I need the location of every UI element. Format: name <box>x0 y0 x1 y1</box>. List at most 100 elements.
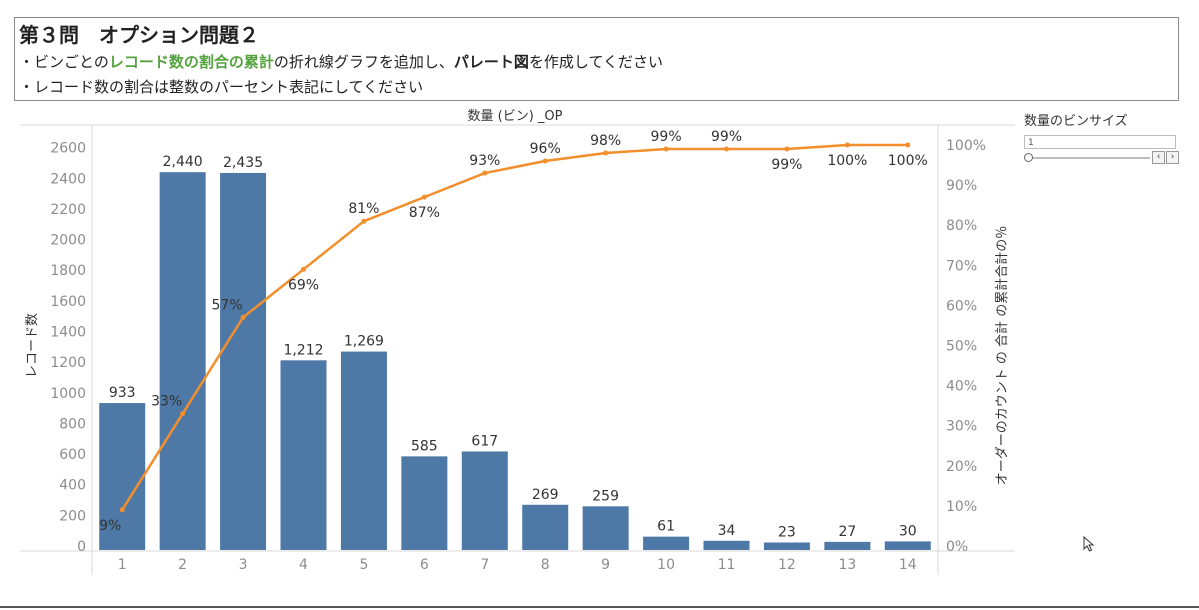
x-tick-label: 9 <box>601 557 610 573</box>
instruction-1-highlight: レコード数の割合の累計 <box>108 53 274 71</box>
x-tick-label: 8 <box>541 557 550 573</box>
line-point <box>724 146 729 152</box>
line-point-label: 33% <box>151 394 182 410</box>
y-tick-label: 1000 <box>50 386 86 402</box>
mouse-cursor-icon <box>1083 536 1095 552</box>
slider-next-button[interactable]: › <box>1166 151 1179 164</box>
line-point-label: 100% <box>827 153 867 169</box>
line-point <box>542 158 548 164</box>
bar <box>340 351 387 550</box>
line-point <box>663 146 669 152</box>
y2-axis-title: オーダーのカウント の 合計 の累計合計の％ <box>994 226 1010 485</box>
line-point-label: 9% <box>99 518 121 534</box>
line-point <box>180 411 186 417</box>
instruction-1-mid: の折れ線グラフを追加し、 <box>273 53 454 71</box>
y-tick-label: 1800 <box>50 263 86 279</box>
line-point <box>482 170 488 176</box>
bar-value-label: 269 <box>532 487 559 503</box>
question-title: 第３問 オプション問題２ <box>19 23 259 47</box>
bar-value-label: 585 <box>411 438 438 454</box>
y2-tick-label: 10% <box>946 499 977 515</box>
bar <box>99 403 146 550</box>
y-tick-label: 400 <box>59 478 86 494</box>
x-tick-label: 2 <box>178 557 187 573</box>
y2-tick-label: 40% <box>946 379 977 395</box>
bar <box>159 172 206 550</box>
instruction-line-2: ・レコード数の割合は整数のパーセント表記にしてください <box>19 78 424 96</box>
y-tick-label: 0 <box>77 539 86 555</box>
line-point-label: 99% <box>651 129 682 145</box>
x-tick-label: 3 <box>239 557 248 573</box>
bar <box>461 451 508 550</box>
y2-tick-label: 0% <box>946 539 968 555</box>
bottom-border <box>0 606 1199 608</box>
bar <box>884 541 931 550</box>
line-point-label: 87% <box>409 205 440 221</box>
slider-track[interactable] <box>1028 157 1150 159</box>
bar-value-label: 61 <box>657 519 675 535</box>
line-point-label: 100% <box>888 153 928 169</box>
line-point <box>301 266 306 272</box>
x-tick-label: 12 <box>778 557 796 573</box>
bar <box>763 542 810 550</box>
line-point-label: 99% <box>711 129 742 145</box>
line-point <box>119 507 125 513</box>
y2-tick-label: 50% <box>946 339 977 355</box>
slider-thumb[interactable] <box>1024 153 1033 162</box>
line-point-label: 57% <box>212 297 243 313</box>
x-tick-label: 1 <box>118 557 127 573</box>
bin-size-slider-row: ‹ › <box>1024 151 1184 165</box>
line-point-label: 69% <box>288 277 319 293</box>
y-tick-label: 1400 <box>50 325 86 341</box>
x-tick-label: 5 <box>359 557 368 573</box>
y2-tick-label: 80% <box>946 218 977 234</box>
x-tick-label: 6 <box>420 557 429 573</box>
x-tick-label: 10 <box>657 557 675 573</box>
line-point <box>603 150 609 156</box>
bar <box>824 541 871 550</box>
slider-prev-button[interactable]: ‹ <box>1152 151 1165 164</box>
bar <box>703 540 750 550</box>
bar <box>220 172 267 550</box>
y-tick-label: 2000 <box>50 233 86 249</box>
y2-tick-label: 100% <box>946 138 986 154</box>
bar <box>643 536 690 550</box>
bar-value-label: 30 <box>899 523 917 539</box>
line-point-label: 93% <box>469 153 500 169</box>
bar-value-label: 27 <box>838 524 856 540</box>
line-point-label: 98% <box>590 133 621 149</box>
y2-tick-label: 70% <box>946 258 977 274</box>
line-point <box>844 142 850 148</box>
line-point <box>240 314 246 320</box>
x-tick-label: 7 <box>480 557 489 573</box>
bar <box>401 456 448 550</box>
instruction-1-suffix: を作成してください <box>528 53 664 71</box>
instruction-line-1: ・ビンごとのレコード数の割合の累計の折れ線グラフを追加し、パレート図を作成してく… <box>19 50 1178 75</box>
bar <box>522 504 569 550</box>
y-tick-label: 2200 <box>50 202 86 218</box>
line-point <box>361 218 367 224</box>
line-point-label: 99% <box>771 157 802 173</box>
y-tick-label: 600 <box>59 447 86 463</box>
bin-size-label: 数量のビンサイズ <box>1024 114 1128 129</box>
y-axis-title: レコード数 <box>25 313 40 378</box>
y-tick-label: 800 <box>59 416 86 432</box>
x-tick-label: 14 <box>899 557 917 573</box>
bar-value-label: 1,212 <box>283 342 323 358</box>
bar-value-label: 259 <box>592 488 619 504</box>
x-tick-label: 11 <box>718 557 736 573</box>
bar-value-label: 23 <box>778 524 796 540</box>
bar-value-label: 2,435 <box>223 155 263 171</box>
y-tick-label: 2400 <box>50 171 86 187</box>
bar-value-label: 34 <box>718 523 736 539</box>
bin-size-parameter: 数量のビンサイズ 1 ‹ › <box>1024 110 1184 165</box>
y2-tick-label: 20% <box>946 459 977 475</box>
line-point <box>905 142 911 148</box>
y2-tick-label: 60% <box>946 298 977 314</box>
line-point-label: 81% <box>348 201 379 217</box>
instructions-box: 第３問 オプション問題２ ・ビンごとのレコード数の割合の累計の折れ線グラフを追加… <box>14 17 1179 101</box>
x-tick-label: 13 <box>838 557 856 573</box>
bin-size-input[interactable]: 1 <box>1024 135 1176 149</box>
bar <box>280 360 327 550</box>
